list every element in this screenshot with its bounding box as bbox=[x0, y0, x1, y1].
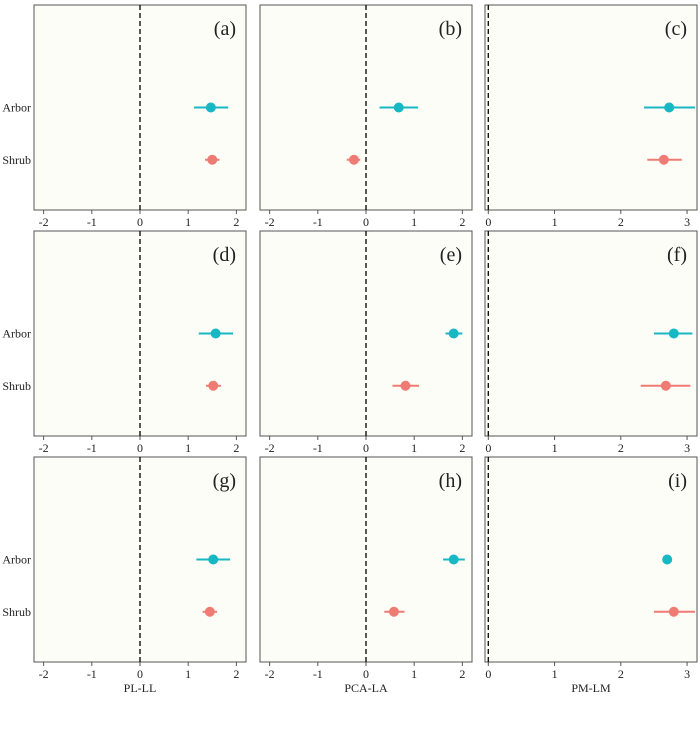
x-tick-label: 0 bbox=[137, 667, 143, 681]
x-tick-label: 3 bbox=[684, 441, 690, 455]
panel-label: (d) bbox=[213, 244, 236, 266]
x-tick-label: -1 bbox=[87, 215, 97, 229]
x-tick-label: 0 bbox=[363, 215, 369, 229]
x-tick-label: -1 bbox=[87, 667, 97, 681]
shrub-point bbox=[207, 154, 218, 165]
panel-label: (b) bbox=[439, 18, 462, 40]
x-tick-label: 2 bbox=[459, 215, 465, 229]
x-tick-label: 2 bbox=[618, 215, 624, 229]
x-tick-label: 1 bbox=[185, 667, 191, 681]
x-tick-label: 1 bbox=[185, 215, 191, 229]
x-tick-label: 1 bbox=[552, 215, 558, 229]
shrub-point bbox=[668, 606, 679, 617]
panel-9 bbox=[484, 456, 698, 663]
x-tick-label: 3 bbox=[684, 215, 690, 229]
y-category-label: Arbor bbox=[2, 553, 31, 567]
x-tick-label: 1 bbox=[552, 441, 558, 455]
arbor-point bbox=[205, 102, 216, 113]
x-tick-label: -1 bbox=[313, 215, 323, 229]
x-tick-label: 2 bbox=[459, 667, 465, 681]
x-tick-label: 2 bbox=[618, 441, 624, 455]
x-tick-label: 1 bbox=[552, 667, 558, 681]
x-tick-label: 1 bbox=[185, 441, 191, 455]
panel-label: (h) bbox=[439, 470, 462, 492]
panel-label: (c) bbox=[665, 18, 687, 40]
panel-label: (a) bbox=[214, 18, 236, 40]
x-tick-label: 0 bbox=[137, 441, 143, 455]
shrub-point bbox=[388, 606, 399, 617]
x-axis-label: PCA-LA bbox=[344, 681, 388, 695]
x-tick-label: 0 bbox=[137, 215, 143, 229]
x-tick-label: -2 bbox=[265, 441, 275, 455]
arbor-point bbox=[668, 328, 679, 339]
x-tick-label: 0 bbox=[485, 667, 491, 681]
x-tick-label: -1 bbox=[313, 667, 323, 681]
panel-label: (g) bbox=[213, 470, 236, 492]
shrub-point bbox=[400, 380, 411, 391]
shrub-point bbox=[348, 154, 359, 165]
x-tick-label: 2 bbox=[618, 667, 624, 681]
y-category-label: Shrub bbox=[2, 605, 31, 619]
x-axis-label: PL-LL bbox=[124, 681, 157, 695]
y-category-label: Shrub bbox=[2, 153, 31, 167]
x-tick-label: 1 bbox=[411, 667, 417, 681]
arbor-point bbox=[208, 554, 219, 565]
x-tick-label: 1 bbox=[411, 215, 417, 229]
arbor-point bbox=[210, 328, 221, 339]
x-tick-label: 1 bbox=[411, 441, 417, 455]
arbor-point bbox=[448, 328, 459, 339]
x-tick-label: -1 bbox=[87, 441, 97, 455]
x-tick-label: -2 bbox=[265, 215, 275, 229]
arbor-point bbox=[448, 554, 459, 565]
arbor-point bbox=[664, 102, 675, 113]
y-category-label: Arbor bbox=[2, 101, 31, 115]
x-tick-label: 3 bbox=[684, 667, 690, 681]
panel-label: (i) bbox=[668, 470, 687, 492]
shrub-point bbox=[204, 606, 215, 617]
x-tick-label: 2 bbox=[233, 215, 239, 229]
x-tick-label: -2 bbox=[39, 667, 49, 681]
x-axis-label: PM-LM bbox=[571, 681, 611, 695]
y-category-label: Arbor bbox=[2, 327, 31, 341]
shrub-point bbox=[208, 380, 219, 391]
x-tick-label: 2 bbox=[233, 667, 239, 681]
shrub-point bbox=[660, 380, 671, 391]
x-tick-label: -1 bbox=[313, 441, 323, 455]
panel-label: (f) bbox=[667, 244, 687, 266]
arbor-point bbox=[393, 102, 404, 113]
x-tick-label: 0 bbox=[485, 441, 491, 455]
x-tick-label: 0 bbox=[363, 441, 369, 455]
x-tick-label: 0 bbox=[485, 215, 491, 229]
y-category-label: Shrub bbox=[2, 379, 31, 393]
panel-label: (e) bbox=[440, 244, 462, 266]
x-tick-label: -2 bbox=[39, 215, 49, 229]
arbor-point bbox=[662, 554, 673, 565]
x-tick-label: -2 bbox=[39, 441, 49, 455]
shrub-point bbox=[658, 154, 669, 165]
x-tick-label: -2 bbox=[265, 667, 275, 681]
x-tick-label: 2 bbox=[233, 441, 239, 455]
x-tick-label: 0 bbox=[363, 667, 369, 681]
x-tick-label: 2 bbox=[459, 441, 465, 455]
